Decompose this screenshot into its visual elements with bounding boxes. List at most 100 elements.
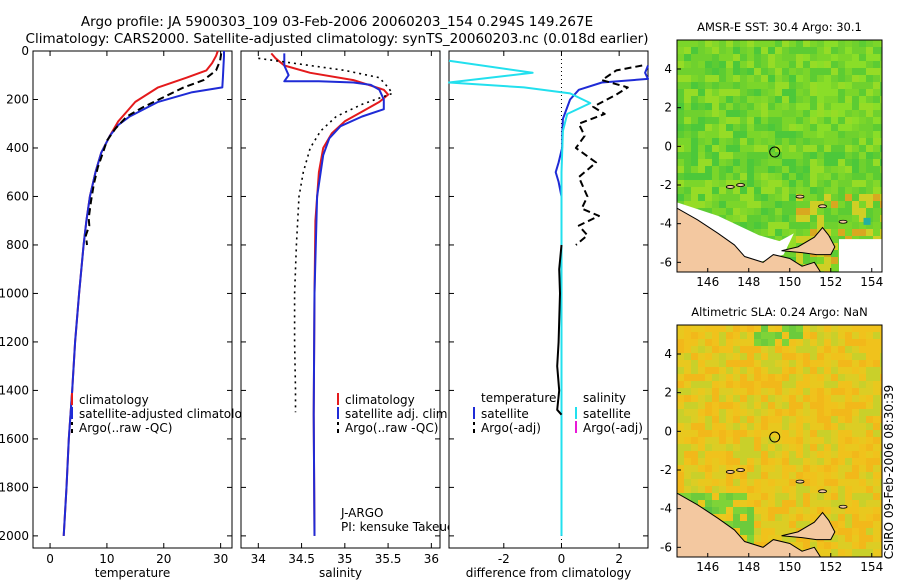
sla-map-cell (698, 339, 706, 347)
sla-map-cell (747, 535, 755, 543)
sst-map-cell (684, 152, 692, 160)
sla-map-cell (845, 360, 853, 368)
sla-map-cell (691, 402, 699, 410)
sst-map-cell (775, 229, 783, 237)
sst-map-cell (677, 173, 685, 181)
sst-map-cell (677, 61, 685, 69)
salinity-panel: 34 34.5 35 35.5 36salinityclimatologysatelli… (240, 50, 464, 580)
sst-map-cell (775, 124, 783, 132)
sst-map-cell (831, 201, 839, 209)
sst-map-cell (747, 208, 755, 216)
sla-map-cell (789, 325, 797, 333)
sla-map-cell (782, 430, 790, 438)
sst-map-cell (831, 166, 839, 174)
sla-map-cell (733, 521, 741, 529)
sla-map-cell (817, 402, 825, 410)
sst-map-x-tick-label: 148 (737, 275, 760, 289)
sst-map-cell (747, 110, 755, 118)
sst-map-cell (852, 138, 860, 146)
sst-map-cell (845, 124, 853, 132)
sla-map-cell (817, 360, 825, 368)
sst-map-cell (726, 180, 734, 188)
sla-map-cell (698, 437, 706, 445)
sla-map-cell (782, 367, 790, 375)
sst-map-cell (733, 124, 741, 132)
sla-map-cell (705, 493, 713, 501)
sla-map-cell (733, 437, 741, 445)
sst-map-cell (754, 96, 762, 104)
sst-map-cell (775, 159, 783, 167)
sst-map-cell (740, 215, 748, 223)
sst-map-cell (789, 208, 797, 216)
sla-map-cell (733, 416, 741, 424)
sla-map-cell (775, 423, 783, 431)
sst-map-cell (817, 180, 825, 188)
sst-map-cell (831, 61, 839, 69)
sla-map-islet (838, 504, 848, 509)
sst-map-cell (817, 103, 825, 111)
sla-map-cell (768, 500, 776, 508)
sla-map-cell (733, 381, 741, 389)
sst-map-cell (831, 117, 839, 125)
sst-map-cell (768, 180, 776, 188)
sla-map-cell (789, 402, 797, 410)
sla-map-cell (789, 339, 797, 347)
sst-map-cell (677, 131, 685, 139)
sla-map-cell (782, 500, 790, 508)
sst-map-cell (775, 54, 783, 62)
sst-map-cell (768, 110, 776, 118)
sst-map-cell (838, 215, 846, 223)
sst-map-cell (698, 166, 706, 174)
sst-map-cell (775, 40, 783, 48)
sla-map-cell (838, 437, 846, 445)
sst-map-cell (747, 173, 755, 181)
sla-map-cell (810, 423, 818, 431)
sst-map-cell (691, 180, 699, 188)
sst-map-cell (712, 68, 720, 76)
sst-map-cell (866, 222, 874, 230)
sst-map-cell (796, 187, 804, 195)
sla-map-cell (817, 353, 825, 361)
sst-map-cell (859, 152, 867, 160)
temperature-x-tick-label: 10 (99, 552, 114, 566)
sst-map-cell (866, 166, 874, 174)
sla-map-cell (817, 423, 825, 431)
sla-map-cell (712, 486, 720, 494)
sst-map-cell (831, 54, 839, 62)
sla-map-cell (796, 514, 804, 522)
sst-map-cell (859, 124, 867, 132)
sst-map-cell (768, 173, 776, 181)
sst-map-cell (698, 40, 706, 48)
sst-map-cell (705, 75, 713, 83)
sst-map-cell (691, 173, 699, 181)
sst-map-cell (838, 75, 846, 83)
sst-map-cell (740, 54, 748, 62)
sst-map-cell (782, 187, 790, 195)
sst-map-cell (775, 222, 783, 230)
sla-map-field (677, 325, 882, 557)
sst-map-cell (789, 215, 797, 223)
sla-map-cell (698, 360, 706, 368)
sla-map-cell (824, 549, 832, 557)
sla-map-cell (747, 514, 755, 522)
sst-map-cell (852, 68, 860, 76)
sla-map-cell (852, 367, 860, 375)
sst-map-cell (775, 215, 783, 223)
sst-map-cell (866, 194, 874, 202)
sla-map-cell (754, 339, 762, 347)
sst-map-cell (859, 96, 867, 104)
sla-map-cell (684, 388, 692, 396)
sla-map-cell (740, 500, 748, 508)
temperature-y-tick-label: 1000 (0, 286, 29, 300)
sla-map-cell (768, 402, 776, 410)
sla-map-cell (754, 486, 762, 494)
sst-map-cell (747, 47, 755, 55)
sst-map-cell (817, 187, 825, 195)
sla-map-cell (831, 479, 839, 487)
sla-map-cell (747, 472, 755, 480)
sla-map-cell (754, 528, 762, 536)
sst-map-cell (859, 110, 867, 118)
sst-map-cell (712, 201, 720, 209)
sla-map-cell (691, 367, 699, 375)
sst-map-cell (866, 124, 874, 132)
